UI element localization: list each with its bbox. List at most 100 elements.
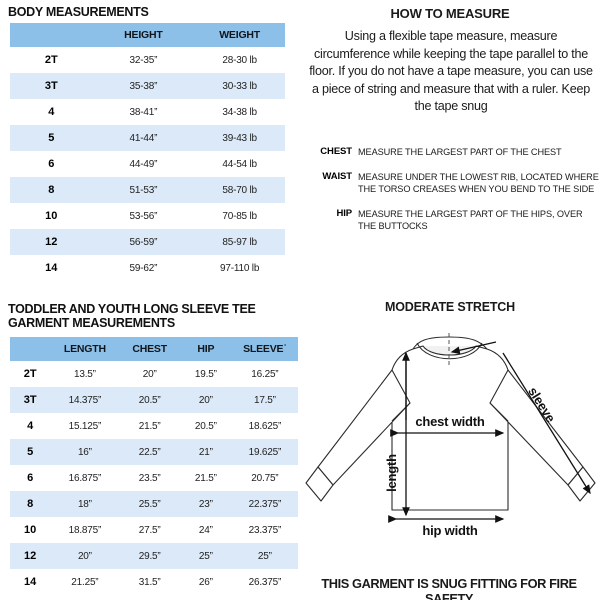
left-cuff (305, 466, 334, 502)
cell-weight: 70-85 lb (194, 203, 285, 229)
body-measurements-title: BODY MEASUREMENTS (8, 5, 149, 19)
right-armhole-seam (489, 402, 509, 422)
cell-hip: 23” (179, 491, 232, 517)
cell-chest: 21.5” (119, 413, 180, 439)
left-armhole-seam (391, 402, 411, 422)
cell-weight: 85-97 lb (194, 229, 285, 255)
cell-height: 38-41” (92, 99, 195, 125)
table-row: 8 18” 25.5” 23” 22.375” (10, 491, 298, 517)
cell-length: 20” (50, 543, 120, 569)
cell-size: 5 (10, 125, 93, 151)
cell-length: 16” (50, 439, 120, 465)
cell-height: 56-59” (92, 229, 195, 255)
shirt-outline (305, 345, 596, 511)
cell-weight: 28-30 lb (194, 47, 285, 73)
definition-chest: CHEST MEASURE THE LARGEST PART OF THE CH… (300, 146, 600, 159)
definition-desc-waist: MEASURE UNDER THE LOWEST RIB, LOCATED WH… (358, 171, 599, 195)
cell-sleeve: 20.75” (231, 465, 298, 491)
cell-chest: 20” (119, 361, 180, 387)
cell-hip: 20.5” (179, 413, 232, 439)
cell-size: 12 (10, 229, 93, 255)
column-header-weight: WEIGHT (194, 23, 285, 47)
cell-sleeve: 26.375” (231, 569, 298, 595)
long-sleeve-tee-diagram: chest width length hip width sleeve (305, 333, 596, 538)
table-header-row: LENGTH CHEST HIP SLEEVE˙ (10, 337, 298, 361)
cell-size: 14 (10, 569, 51, 595)
cell-sleeve: 17.5” (231, 387, 298, 413)
cell-length: 15.125” (50, 413, 120, 439)
cell-weight: 34-38 lb (194, 99, 285, 125)
definition-term-hip: HIP (336, 207, 352, 219)
cell-chest: 22.5” (119, 439, 180, 465)
cell-hip: 21.5” (179, 465, 232, 491)
cell-size: 2T (10, 47, 93, 73)
chest-width-label: chest width (415, 414, 485, 429)
cell-size: 10 (10, 517, 51, 543)
cell-height: 53-56” (92, 203, 195, 229)
cell-weight: 44-54 lb (194, 151, 285, 177)
cell-sleeve: 16.25” (231, 361, 298, 387)
cell-size: 10 (10, 203, 93, 229)
cell-length: 21.25” (50, 569, 120, 595)
cell-chest: 20.5” (119, 387, 180, 413)
column-header-size (10, 337, 51, 361)
neck-arrow (450, 341, 497, 355)
cell-weight: 39-43 lb (194, 125, 285, 151)
sleeve-arrow (502, 352, 591, 495)
cell-size: 6 (10, 151, 93, 177)
definition-desc-chest: MEASURE THE LARGEST PART OF THE CHEST (358, 147, 562, 157)
length-label: length (384, 454, 399, 492)
cell-chest: 29.5” (119, 543, 180, 569)
table-row: 2T 32-35” 28-30 lb (10, 47, 285, 73)
definition-term-chest: CHEST (320, 146, 352, 157)
cell-chest: 23.5” (119, 465, 180, 491)
cell-sleeve: 23.375” (231, 517, 298, 543)
table-row: 12 20” 29.5” 25” 25” (10, 543, 298, 569)
table-row: 6 44-49” 44-54 lb (10, 151, 285, 177)
column-header-height: HEIGHT (92, 23, 195, 47)
cell-chest: 31.5” (119, 569, 180, 595)
cell-hip: 20” (179, 387, 232, 413)
body-measurements-table: HEIGHT WEIGHT 2T 32-35” 28-30 lb 3T 35-3… (10, 23, 285, 281)
cell-size: 6 (10, 465, 51, 491)
definition-term-waist: WAIST (322, 170, 352, 182)
table-row: 4 15.125” 21.5” 20.5” 18.625” (10, 413, 298, 439)
cell-size: 14 (10, 255, 93, 281)
collar-outer (416, 342, 483, 360)
table-row: 3T 14.375” 20.5” 20” 17.5” (10, 387, 298, 413)
cell-size: 3T (10, 73, 93, 99)
table-row: 12 56-59” 85-97 lb (10, 229, 285, 255)
table-row: 3T 35-38” 30-33 lb (10, 73, 285, 99)
column-header-hip: HIP (179, 337, 232, 361)
hip-width-label: hip width (422, 523, 477, 538)
cell-size: 8 (10, 491, 51, 517)
measurement-definitions: CHEST MEASURE THE LARGEST PART OF THE CH… (300, 146, 600, 245)
table-row: 5 16” 22.5” 21” 19.625” (10, 439, 298, 465)
column-header-length: LENGTH (50, 337, 120, 361)
column-header-chest: CHEST (119, 337, 180, 361)
right-cuff (567, 466, 596, 502)
column-header-size (10, 23, 93, 47)
cell-weight: 97-110 lb (194, 255, 285, 281)
table-row: 2T 13.5” 20” 19.5” 16.25” (10, 361, 298, 387)
body-measurements-table-wrap: HEIGHT WEIGHT 2T 32-35” 28-30 lb 3T 35-3… (10, 23, 285, 281)
table-row: 10 53-56” 70-85 lb (10, 203, 285, 229)
garment-measurements-table: LENGTH CHEST HIP SLEEVE˙ 2T 13.5” 20” 19… (10, 337, 298, 595)
moderate-stretch-title: MODERATE STRETCH (385, 300, 515, 314)
cell-size: 12 (10, 543, 51, 569)
table-row: 5 41-44” 39-43 lb (10, 125, 285, 151)
cell-sleeve: 25” (231, 543, 298, 569)
cell-height: 51-53” (92, 177, 195, 203)
cell-length: 18.875” (50, 517, 120, 543)
table-row: 6 16.875” 23.5” 21.5” 20.75” (10, 465, 298, 491)
cell-height: 59-62” (92, 255, 195, 281)
cell-size: 2T (10, 361, 51, 387)
garment-measurements-table-wrap: LENGTH CHEST HIP SLEEVE˙ 2T 13.5” 20” 19… (10, 337, 298, 595)
table-row: 10 18.875” 27.5” 24” 23.375” (10, 517, 298, 543)
cell-hip: 24” (179, 517, 232, 543)
how-to-measure-title: HOW TO MEASURE (390, 6, 510, 21)
garment-measurements-title: TODDLER AND YOUTH LONG SLEEVE TEE GARMEN… (8, 302, 256, 330)
cell-height: 41-44” (92, 125, 195, 151)
table-row: 14 59-62” 97-110 lb (10, 255, 285, 281)
